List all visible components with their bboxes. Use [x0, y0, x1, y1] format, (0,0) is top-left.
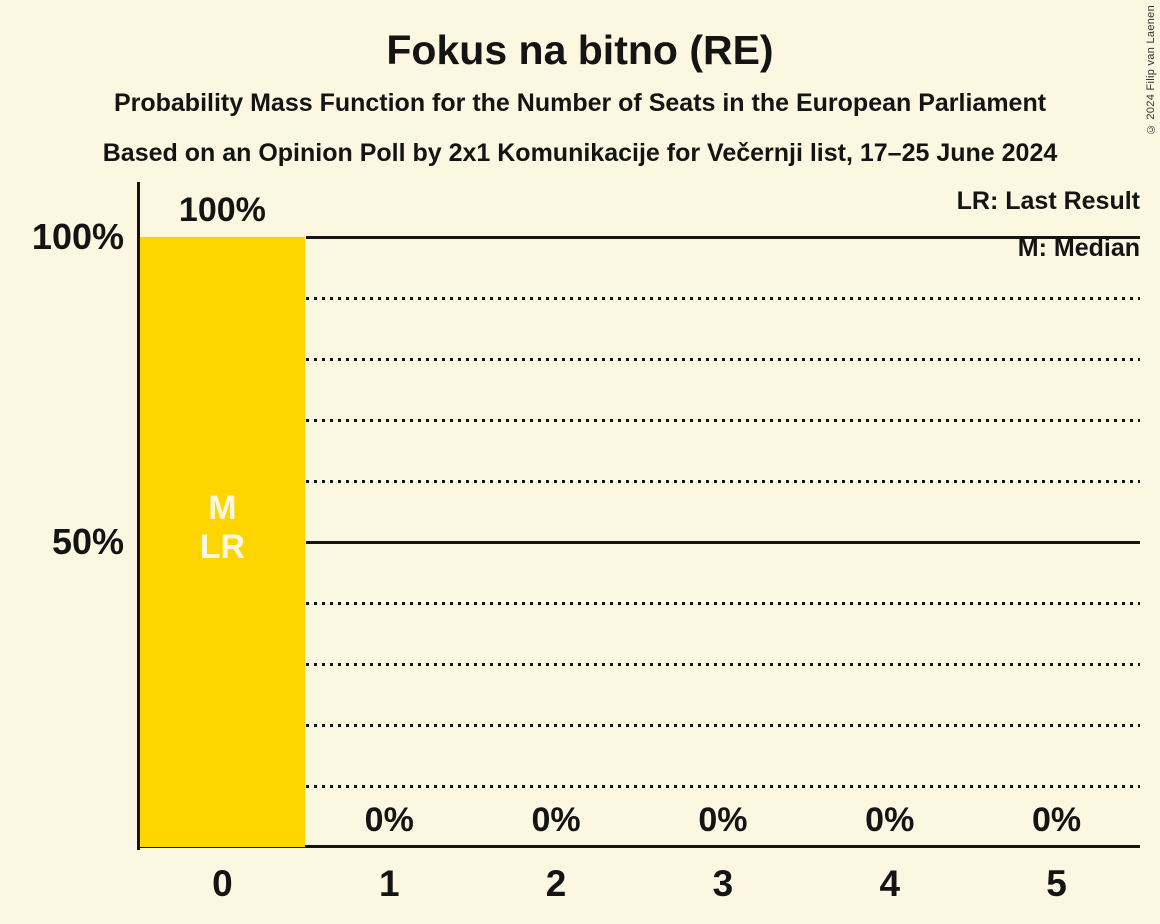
gridline-10pct: [306, 785, 1140, 788]
gridline-90pct: [306, 297, 1140, 300]
value-label-seats-3: 0%: [698, 801, 748, 839]
legend-last-result: LR: Last Result: [956, 187, 1140, 215]
gridline-30pct: [306, 663, 1140, 666]
bar-annotation-line: LR: [199, 528, 246, 566]
gridline-60pct: [306, 480, 1140, 483]
gridline-20pct: [306, 724, 1140, 727]
y-axis-label-50: 50%: [51, 521, 124, 562]
value-label-seats-4: 0%: [865, 801, 915, 839]
x-tick-label-0: 0: [212, 863, 233, 904]
x-tick-label-4: 4: [879, 863, 901, 904]
x-tick-label-2: 2: [545, 863, 567, 904]
gridline-70pct: [306, 419, 1140, 422]
value-label-seats-2: 0%: [531, 801, 581, 839]
chart-title: Fokus na bitno (RE): [386, 27, 774, 73]
chart-source-line: Based on an Opinion Poll by 2x1 Komunika…: [102, 139, 1058, 167]
bar-annotation-median-lastresult: M LR: [139, 489, 306, 567]
y-axis-label-100: 100%: [31, 216, 124, 257]
x-tick-label-3: 3: [712, 863, 734, 904]
chart-subtitle: Probability Mass Function for the Number…: [113, 89, 1047, 117]
x-axis-line: [137, 845, 1140, 848]
gridline-80pct: [306, 358, 1140, 361]
value-label-seats-0: 100%: [178, 191, 266, 229]
legend-median: M: Median: [1017, 234, 1140, 262]
y-axis-line: [137, 182, 140, 850]
value-label-seats-5: 0%: [1032, 801, 1082, 839]
x-tick-label-5: 5: [1046, 863, 1067, 904]
gridline-50pct: [306, 541, 1140, 544]
bar-annotation-line: M: [208, 489, 237, 527]
bar-seats-0: [140, 237, 305, 847]
x-tick-label-1: 1: [378, 863, 400, 904]
copyright-notice: © 2024 Filip van Laenen: [1145, 5, 1157, 136]
gridline-100pct: [306, 236, 1140, 239]
gridline-40pct: [306, 602, 1140, 605]
value-label-seats-1: 0%: [364, 801, 414, 839]
